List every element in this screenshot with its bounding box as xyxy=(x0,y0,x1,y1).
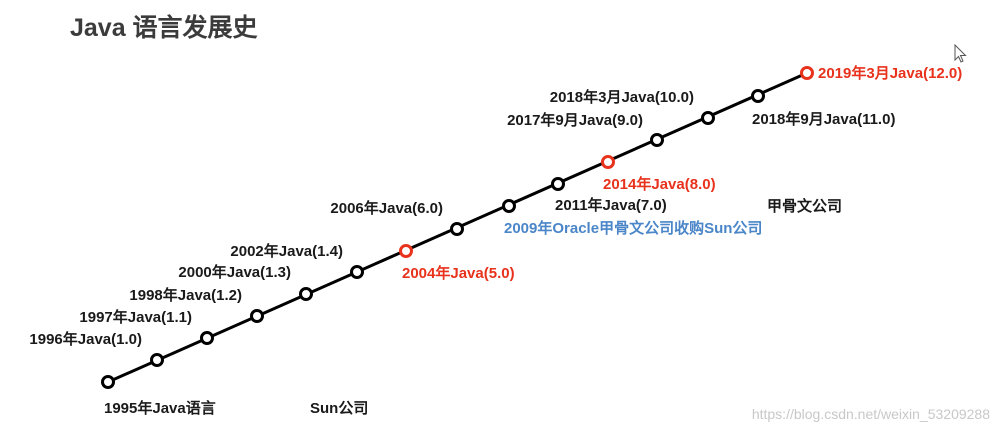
arrow-cursor-icon xyxy=(954,44,967,63)
milestone-label: 2002年Java(1.4) xyxy=(230,242,343,260)
milestone-label: 2011年Java(7.0) xyxy=(555,196,667,214)
milestone-node xyxy=(551,177,565,191)
milestone-node xyxy=(800,66,814,80)
company-sun-label: Sun公司 xyxy=(310,400,368,417)
milestone-label: 2009年Oracle甲骨文公司收购Sun公司 xyxy=(504,219,762,237)
milestone-node xyxy=(450,222,464,236)
company-oracle-label: 甲骨文公司 xyxy=(767,197,842,215)
page-title: Java 语言发展史 xyxy=(70,14,258,42)
milestone-node xyxy=(150,353,164,367)
milestone-label: 1998年Java(1.2) xyxy=(129,286,242,304)
milestone-label: 2000年Java(1.3) xyxy=(178,263,291,281)
milestone-node xyxy=(200,331,214,345)
milestone-label: 2017年9月Java(9.0) xyxy=(507,111,643,129)
milestone-node xyxy=(701,111,715,125)
milestone-label: 2018年3月Java(10.0) xyxy=(550,88,694,106)
milestone-node xyxy=(751,89,765,103)
milestone-node xyxy=(101,375,115,389)
milestone-label: 2019年3月Java(12.0) xyxy=(818,64,962,82)
milestone-node xyxy=(399,244,413,258)
milestone-node xyxy=(350,265,364,279)
milestone-node xyxy=(650,133,664,147)
milestone-node xyxy=(502,199,516,213)
milestone-label: 2018年9月Java(11.0) xyxy=(752,110,895,128)
watermark: https://blog.csdn.net/weixin_53209288 xyxy=(751,406,990,422)
milestone-label: 1996年Java(1.0) xyxy=(29,330,142,348)
milestone-label: 1997年Java(1.1) xyxy=(79,308,192,326)
milestone-label: 2004年Java(5.0) xyxy=(402,264,515,282)
milestone-label: 2014年Java(8.0) xyxy=(603,175,716,193)
milestone-node xyxy=(601,155,615,169)
start-label: 1995年Java语言 xyxy=(104,399,216,417)
milestone-node xyxy=(299,287,313,301)
milestone-node xyxy=(250,309,264,323)
milestone-label: 2006年Java(6.0) xyxy=(330,199,443,217)
